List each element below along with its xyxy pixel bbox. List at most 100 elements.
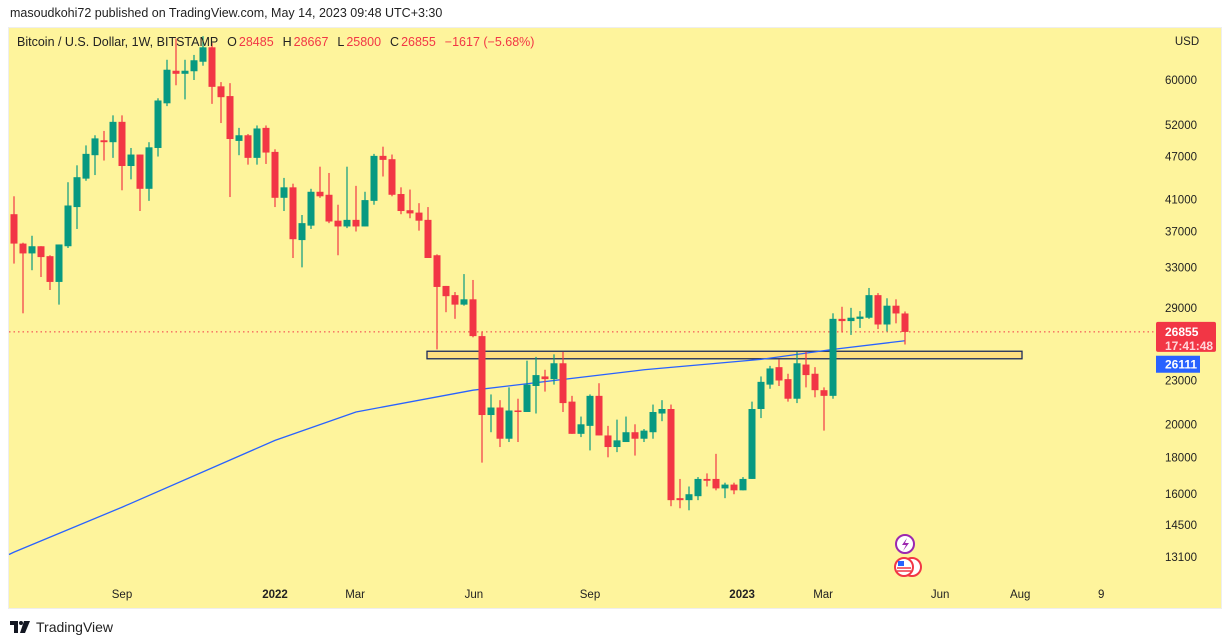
candle-body-up bbox=[91, 138, 99, 156]
candle-body-down bbox=[478, 336, 486, 416]
candle-body-down bbox=[784, 379, 792, 399]
candle-body-up bbox=[685, 494, 693, 501]
candle-body-up bbox=[487, 407, 495, 416]
candle-body-up bbox=[145, 147, 153, 189]
candle-body-up bbox=[577, 424, 585, 434]
price-axis-label: 52000 bbox=[1165, 120, 1197, 132]
candle-body-up bbox=[658, 409, 666, 414]
candle-body-down bbox=[289, 187, 297, 240]
candle-body-up bbox=[361, 200, 369, 227]
candle-body-up bbox=[694, 478, 702, 497]
candle-body-down bbox=[46, 256, 54, 282]
time-axis-label: 2022 bbox=[262, 589, 288, 601]
candle-body-down bbox=[451, 295, 459, 305]
candle-body-down bbox=[559, 363, 567, 404]
time-axis-label: Mar bbox=[813, 589, 833, 601]
candle-body-down bbox=[388, 159, 396, 195]
candle-body-down bbox=[568, 401, 576, 434]
candle-body-down bbox=[667, 409, 675, 501]
brand-name: TradingView bbox=[36, 619, 114, 635]
candle-body-up bbox=[865, 295, 873, 318]
time-axis-label: Sep bbox=[580, 589, 600, 601]
ma-price-tag bbox=[1156, 355, 1200, 373]
candle-body-down bbox=[136, 154, 144, 189]
candle-body-down bbox=[676, 498, 684, 501]
candle-body-up bbox=[586, 395, 594, 426]
candle-body-down bbox=[397, 194, 405, 212]
published-info: masoudkohi72 published on TradingView.co… bbox=[10, 6, 443, 20]
symbol-title: Bitcoin / U.S. Dollar, 1W, BITSTAMP bbox=[17, 35, 219, 49]
time-axis-label: Mar bbox=[345, 589, 365, 601]
candle-body-down bbox=[226, 96, 234, 140]
candle-body-up bbox=[550, 363, 558, 380]
time-axis-label: 2023 bbox=[729, 589, 755, 601]
candle-body-down bbox=[604, 435, 612, 448]
candle-body-up bbox=[154, 100, 162, 148]
candle-body-up bbox=[829, 318, 837, 396]
candle-body-up bbox=[757, 381, 765, 410]
candle-body-down bbox=[433, 255, 441, 287]
candle-body-up bbox=[280, 187, 288, 198]
candle-body-up bbox=[163, 69, 171, 104]
high-label: H bbox=[282, 35, 292, 49]
candle-body-up bbox=[748, 409, 756, 479]
candle-body-down bbox=[703, 478, 711, 481]
candle-body-up bbox=[640, 430, 648, 439]
candle-body-down bbox=[712, 478, 720, 489]
candle-body-up bbox=[883, 305, 891, 325]
candle-body-up bbox=[109, 121, 117, 143]
currency-label: USD bbox=[1175, 36, 1199, 48]
bar-countdown-timer: 17:41:48 bbox=[1165, 339, 1213, 353]
candle-body-up bbox=[73, 177, 81, 208]
candle-body-up bbox=[82, 153, 90, 179]
price-axis-label: 47000 bbox=[1165, 152, 1197, 164]
candle-body-up bbox=[235, 135, 243, 141]
candle-body-down bbox=[271, 151, 279, 198]
candle-body-up bbox=[55, 244, 63, 282]
candle-body-up bbox=[739, 478, 747, 491]
price-axis-label: 20000 bbox=[1165, 419, 1197, 431]
high-value: 28667 bbox=[293, 35, 329, 49]
symbol-legend: Bitcoin / U.S. Dollar, 1W, BITSTAMP O 284… bbox=[17, 35, 536, 49]
candle-body-up bbox=[721, 484, 729, 489]
ma-price-tag-value: 26111 bbox=[1165, 358, 1197, 372]
candle-body-up bbox=[460, 299, 468, 305]
candle-body-down bbox=[730, 484, 738, 491]
candle-body-down bbox=[379, 155, 387, 160]
candle-body-down bbox=[100, 140, 108, 143]
candle-body-up bbox=[199, 47, 207, 62]
price-axis-label: 14500 bbox=[1165, 520, 1197, 532]
candle-body-up bbox=[847, 317, 855, 322]
price-axis-label: 13100 bbox=[1165, 552, 1197, 564]
price-axis-label: 23000 bbox=[1165, 375, 1197, 387]
candle-body-up bbox=[505, 410, 513, 439]
time-axis-label: Jun bbox=[931, 589, 950, 601]
candle-body-down bbox=[811, 373, 819, 391]
us-flag-event-icon bbox=[894, 557, 914, 577]
close-label: C bbox=[390, 35, 400, 49]
low-label: L bbox=[337, 35, 345, 49]
candle-body-up bbox=[370, 155, 378, 201]
candle-body-down bbox=[325, 194, 333, 222]
candle-body-up bbox=[622, 432, 630, 443]
price-axis-label: 60000 bbox=[1165, 75, 1197, 87]
candle-body-down bbox=[37, 246, 45, 258]
last-price-tag bbox=[1156, 321, 1216, 352]
change-value: −1617 (−5.68%) bbox=[444, 35, 535, 49]
candle-body-down bbox=[217, 86, 225, 98]
candle-body-up bbox=[793, 363, 801, 399]
candle-body-down bbox=[19, 243, 27, 254]
candle-body-up bbox=[307, 191, 315, 226]
footer-brand[interactable]: TradingView bbox=[10, 619, 113, 635]
candle-body-down bbox=[892, 305, 900, 314]
price-axis-label: 41000 bbox=[1165, 194, 1197, 206]
candle-body-down bbox=[469, 299, 477, 337]
candle-body-down bbox=[514, 410, 522, 412]
candle-body-up bbox=[766, 368, 774, 385]
candle-body-up bbox=[649, 411, 657, 433]
chart-panel[interactable] bbox=[9, 28, 1221, 608]
candle-body-down bbox=[874, 295, 882, 325]
candle-body-down bbox=[631, 432, 639, 439]
candle-body-down bbox=[838, 318, 846, 322]
